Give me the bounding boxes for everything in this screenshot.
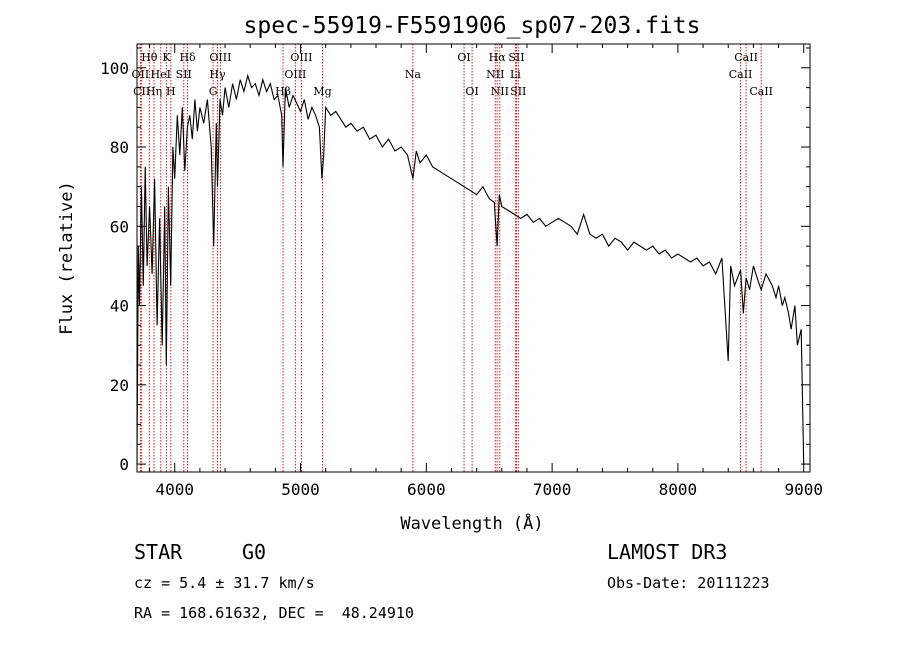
spectral-line-label: OIII — [290, 51, 312, 64]
spectral-line-label: HeI — [151, 68, 171, 81]
spectral-line-label: SII — [510, 85, 526, 98]
y-tick-label: 80 — [110, 138, 129, 157]
x-tick-label: 9000 — [784, 480, 823, 499]
chart-title: spec-55919-F5591906_sp07-203.fits — [244, 13, 701, 39]
spectral-line-label: Hη — [146, 85, 162, 98]
y-tick-label: 0 — [119, 455, 129, 474]
spectral-line-label: H — [166, 85, 176, 98]
spectral-line-label: NII — [486, 68, 504, 81]
spectral-line-label: Li — [510, 68, 521, 81]
spectral-line-label: NII — [491, 85, 509, 98]
x-tick-label: 7000 — [533, 480, 572, 499]
spectral-line-label: G — [209, 85, 218, 98]
sky-coordinates: RA = 168.61632, DEC = 48.24910 — [134, 604, 414, 622]
object-subclass: G0 — [242, 540, 267, 564]
redshift-velocity: cz = 5.4 ± 31.7 km/s — [134, 574, 315, 592]
x-tick-label: 6000 — [407, 480, 446, 499]
x-tick-label: 4000 — [155, 480, 194, 499]
y-axis: 0 20 40 60 80 100 — [100, 47, 810, 474]
spectral-line-label: OIII — [209, 51, 231, 64]
spectral-line-label: CaII — [734, 51, 758, 64]
spectral-line-label: CaII — [729, 68, 753, 81]
spectral-line-markers — [139, 44, 762, 472]
x-tick-label: 8000 — [659, 480, 698, 499]
spectral-line-label: OI — [457, 51, 470, 64]
spectral-line-label: Mg — [313, 85, 331, 98]
spectral-line-label: Na — [405, 68, 422, 81]
spectral-line-label: Hβ — [275, 85, 291, 98]
spectral-line-label: Hγ — [209, 68, 226, 81]
spectral-line-label: OI — [465, 85, 478, 98]
y-tick-label: 60 — [110, 217, 129, 236]
y-tick-label: 40 — [110, 297, 129, 316]
x-axis-label: Wavelength (Å) — [400, 512, 543, 534]
spectral-line-label: K — [162, 51, 171, 64]
spectral-line-label: SII — [176, 68, 192, 81]
x-axis: 4000 5000 6000 7000 8000 9000 — [149, 44, 823, 499]
spectral-line-label: CaII — [749, 85, 773, 98]
flux-series-line — [136, 73, 805, 465]
spectral-line-label: Hδ — [179, 51, 196, 64]
spectral-line-label: Hα — [489, 51, 507, 64]
spectral-line-label: SII — [508, 51, 524, 64]
x-tick-label: 5000 — [281, 480, 320, 499]
spectral-line-label: CII — [133, 85, 150, 98]
observation-date: Obs-Date: 20111223 — [607, 574, 770, 592]
y-tick-label: 100 — [100, 59, 129, 78]
spectral-line-label: Hθ — [141, 51, 158, 64]
y-tick-label: 20 — [110, 376, 129, 395]
object-class: STAR — [134, 540, 183, 564]
survey-name: LAMOST DR3 — [607, 540, 728, 564]
spectral-line-label: OIII — [284, 68, 306, 81]
y-axis-label: Flux (relative) — [57, 181, 77, 335]
spectral-line-label: OII — [132, 68, 150, 81]
plot-frame — [136, 43, 811, 473]
